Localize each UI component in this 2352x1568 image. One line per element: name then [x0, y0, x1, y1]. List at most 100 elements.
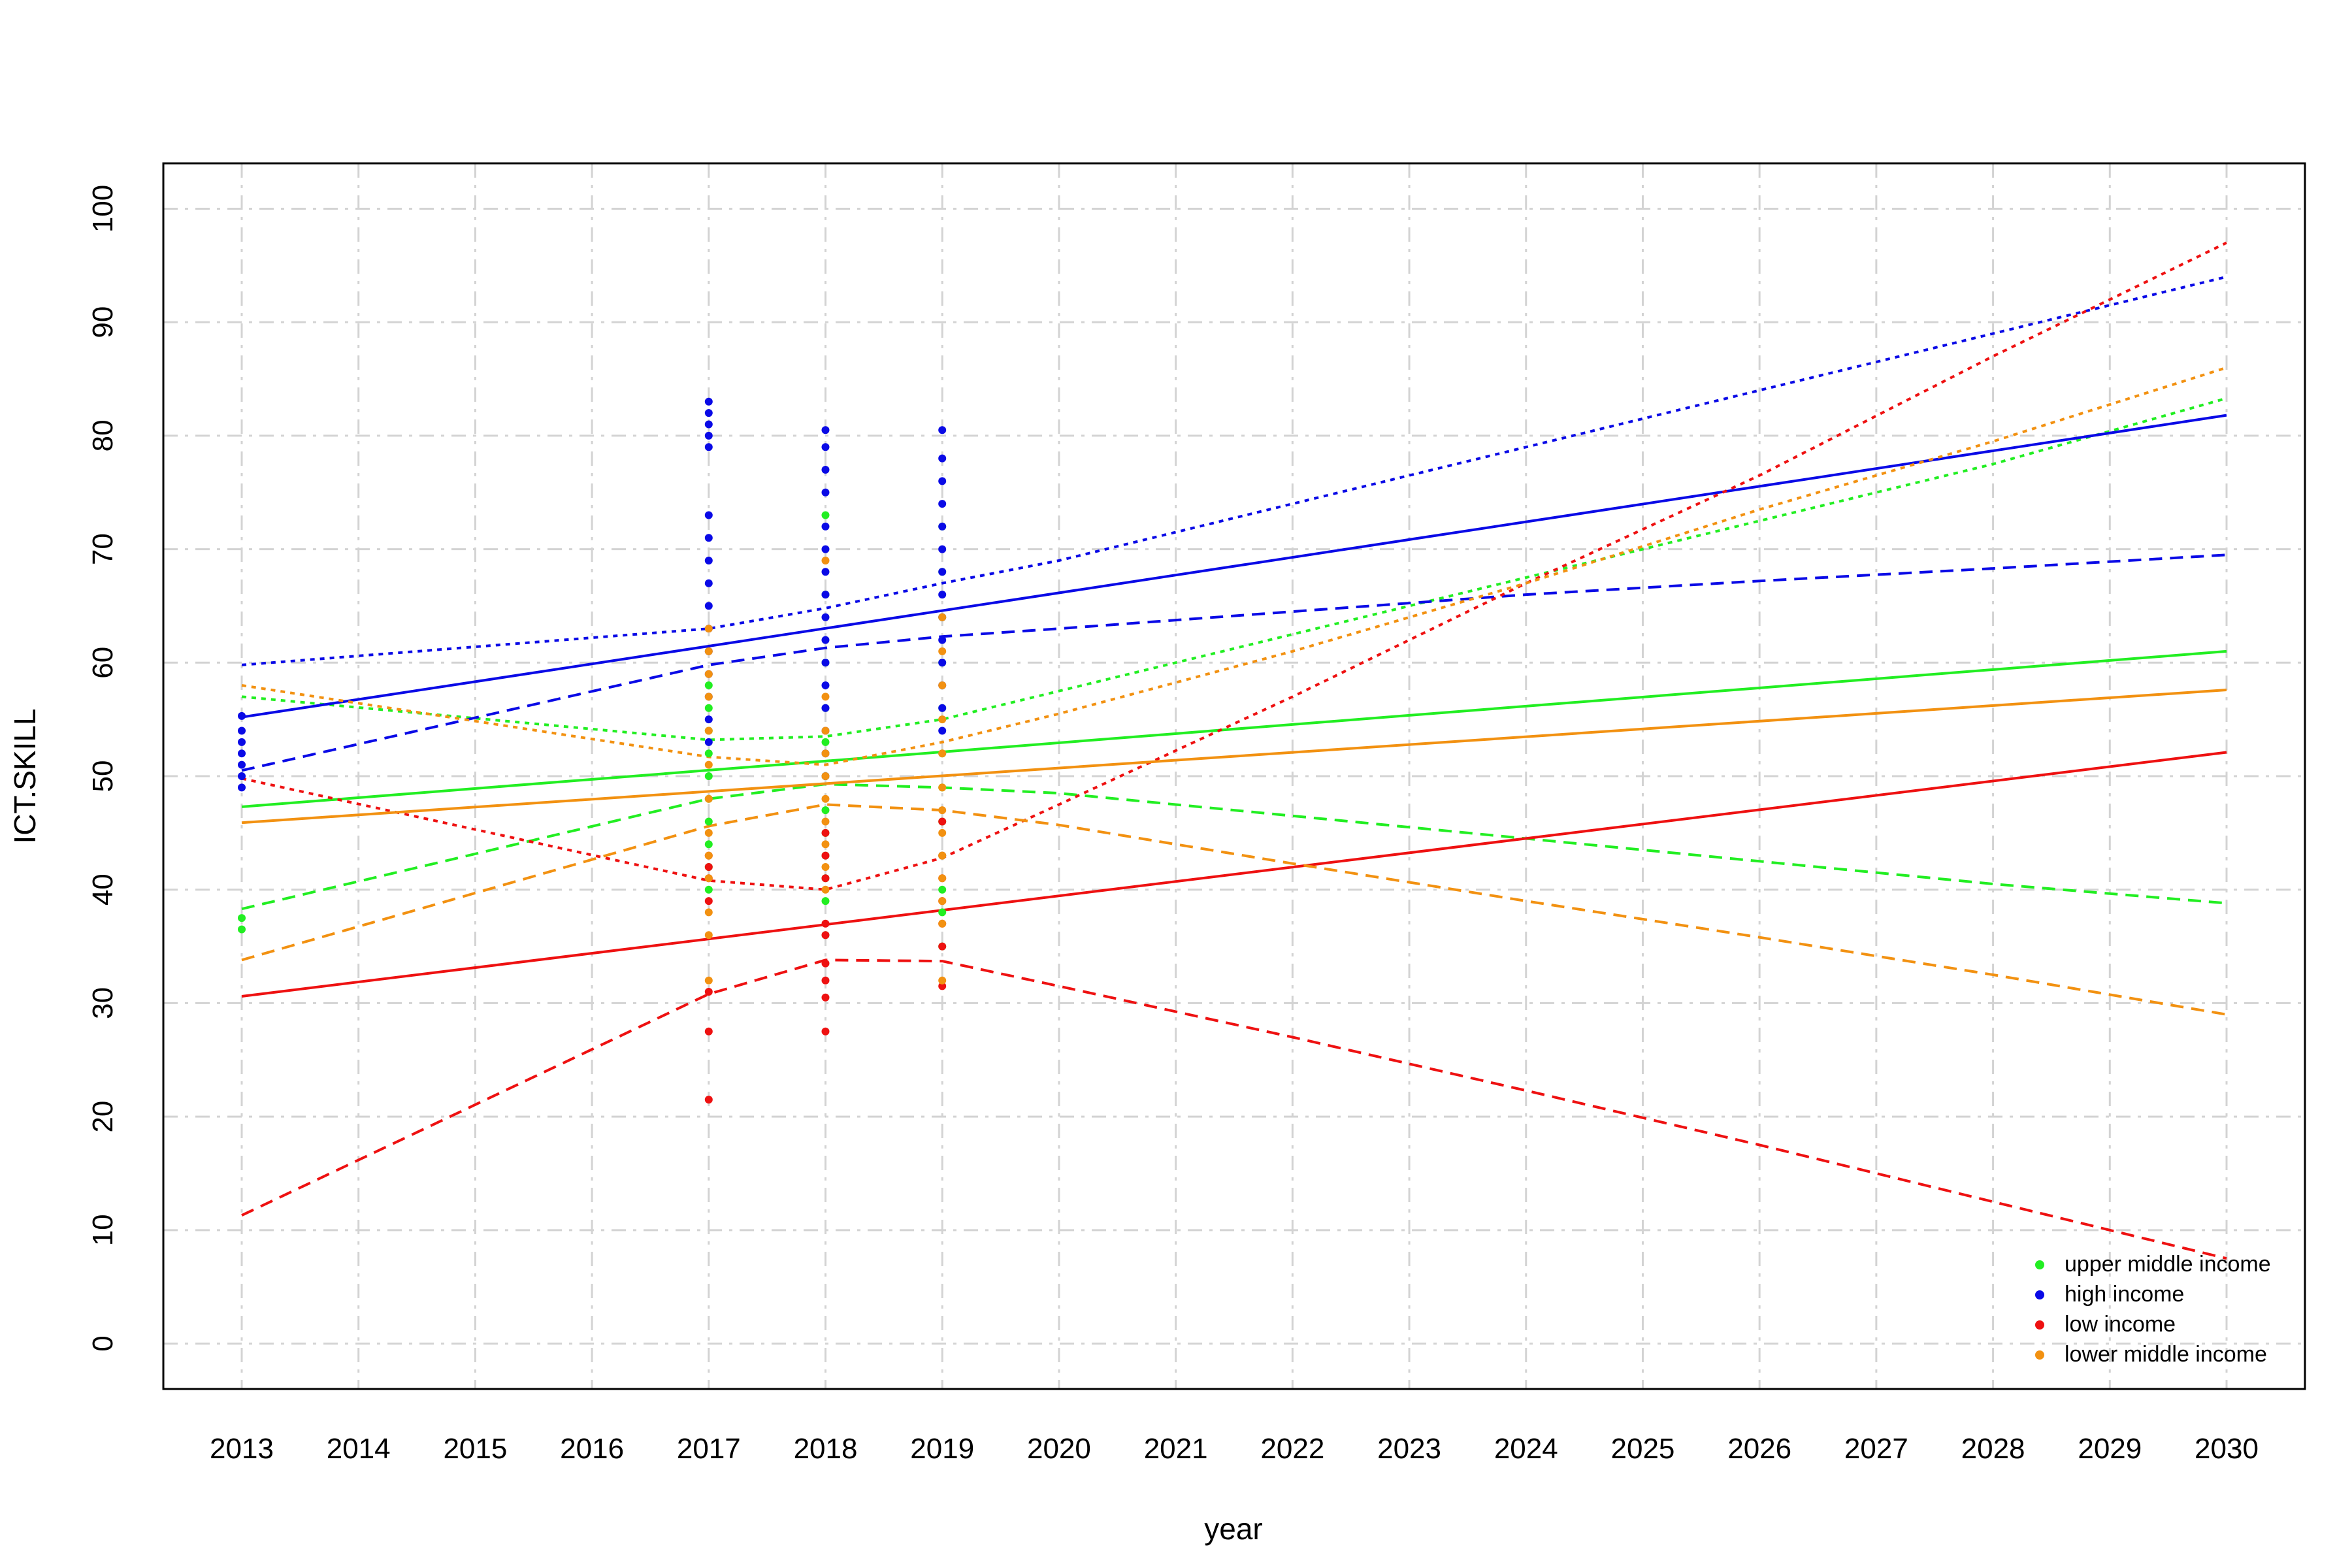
- high-income-point: [938, 454, 947, 463]
- lower-middle-income-point: [704, 851, 713, 860]
- low-income-ci-lower-line: [241, 958, 2227, 1260]
- plot-frame: [162, 162, 2306, 1390]
- x-tick-label: 2029: [2078, 1433, 2142, 1465]
- low-income-point: [704, 897, 713, 906]
- lower-middle-income-point: [704, 874, 713, 883]
- high-income-point: [704, 511, 713, 519]
- x-tick-label: 2022: [1260, 1433, 1324, 1465]
- high-income-point: [704, 715, 713, 724]
- upper-middle-income-point: [938, 885, 947, 894]
- x-tick-label: 2026: [1727, 1433, 1791, 1465]
- x-tick-label: 2017: [677, 1433, 741, 1465]
- lower-middle-income-point: [938, 976, 947, 985]
- high-income-point: [704, 602, 713, 610]
- upper-middle-income-point: [704, 704, 713, 712]
- high-income-point: [704, 557, 713, 564]
- lower-middle-income-point: [704, 908, 713, 917]
- lower-middle-income-point: [704, 760, 713, 769]
- high-income-point: [938, 568, 947, 576]
- series-lines: [241, 241, 2227, 1260]
- high-income-point: [821, 591, 830, 599]
- high-income-point: [238, 760, 246, 769]
- high-income-point: [821, 681, 830, 689]
- series-points: [238, 397, 947, 1104]
- upper-middle-income-point: [821, 511, 830, 519]
- y-tick-label: 90: [87, 306, 119, 338]
- low-income-legend-marker: [2035, 1320, 2044, 1330]
- x-tick-label: 2020: [1027, 1433, 1091, 1465]
- grid: [163, 163, 2305, 1389]
- low-income-point: [938, 982, 947, 990]
- high-income-point: [238, 749, 246, 758]
- high-income-point: [704, 397, 713, 406]
- upper-middle-income-legend-label: upper middle income: [2065, 1252, 2271, 1277]
- high-income-point: [821, 704, 830, 712]
- lower-middle-income-point: [704, 976, 713, 985]
- high-income-fit-line: [241, 414, 2227, 719]
- high-income-point: [821, 568, 830, 576]
- high-income-legend-label: high income: [2065, 1282, 2184, 1307]
- high-income-point: [821, 636, 830, 644]
- lower-middle-income-point: [821, 885, 830, 894]
- lower-middle-income-point: [938, 851, 947, 860]
- lower-middle-income-point: [821, 863, 830, 871]
- low-income-point: [821, 993, 830, 1002]
- high-income-point: [821, 443, 830, 451]
- upper-middle-income-point: [821, 806, 830, 815]
- y-tick-label: 80: [87, 419, 119, 451]
- low-income-legend-label: low income: [2065, 1312, 2176, 1337]
- low-income-ci-upper-line: [241, 241, 2227, 891]
- upper-middle-income-point: [704, 885, 713, 894]
- high-income-point: [704, 420, 713, 429]
- high-income-point: [704, 579, 713, 587]
- high-income-ci-upper-line: [241, 275, 2227, 666]
- low-income-point: [821, 874, 830, 883]
- high-income-point: [821, 545, 830, 553]
- high-income-point: [938, 545, 947, 553]
- x-axis-title: year: [1204, 1512, 1262, 1546]
- x-tick-label: 2014: [327, 1433, 391, 1465]
- high-income-point: [238, 738, 246, 746]
- upper-middle-income-point: [704, 840, 713, 849]
- high-income-legend-marker: [2035, 1290, 2044, 1299]
- high-income-point: [938, 500, 947, 508]
- lower-middle-income-point: [938, 783, 947, 792]
- x-tick-label: 2028: [1961, 1433, 2025, 1465]
- lower-middle-income-point: [821, 749, 830, 758]
- upper-middle-income-ci-upper-line: [241, 397, 2227, 742]
- high-income-point: [238, 772, 246, 780]
- y-tick-label: 40: [87, 874, 119, 906]
- lower-middle-income-point: [938, 874, 947, 883]
- low-income-point: [821, 851, 830, 860]
- lower-middle-income-point: [821, 794, 830, 803]
- high-income-point: [821, 522, 830, 531]
- x-tick-label: 2019: [910, 1433, 974, 1465]
- y-tick-label: 60: [87, 647, 119, 679]
- low-income-point: [704, 863, 713, 871]
- lower-middle-income-point: [821, 557, 830, 564]
- lower-middle-income-point: [704, 670, 713, 678]
- y-tick-label: 50: [87, 760, 119, 792]
- x-tick-label: 2016: [560, 1433, 624, 1465]
- high-income-point: [938, 636, 947, 644]
- upper-middle-income-point: [704, 681, 713, 689]
- lower-middle-income-point: [938, 919, 947, 928]
- high-income-point: [704, 409, 713, 417]
- upper-middle-income-point: [238, 914, 246, 923]
- lower-middle-income-point: [938, 647, 947, 655]
- lower-middle-income-point: [821, 817, 830, 826]
- y-tick-label: 0: [87, 1335, 119, 1351]
- x-tick-label: 2018: [794, 1433, 858, 1465]
- low-income-point: [938, 817, 947, 826]
- upper-middle-income-ci-lower-line: [241, 783, 2227, 911]
- upper-middle-income-point: [938, 908, 947, 917]
- lower-middle-income-point: [938, 828, 947, 837]
- y-tick-label: 20: [87, 1101, 119, 1133]
- x-axis: 2013 2014 2015 2016 2017 2018 2019 2020 2021 2022…: [210, 1433, 2259, 1465]
- high-income-point: [821, 613, 830, 621]
- upper-middle-income-point: [821, 738, 830, 746]
- y-tick-label: 10: [87, 1214, 119, 1246]
- low-income-point: [821, 828, 830, 837]
- upper-middle-income-point: [821, 897, 830, 906]
- high-income-point: [238, 711, 246, 720]
